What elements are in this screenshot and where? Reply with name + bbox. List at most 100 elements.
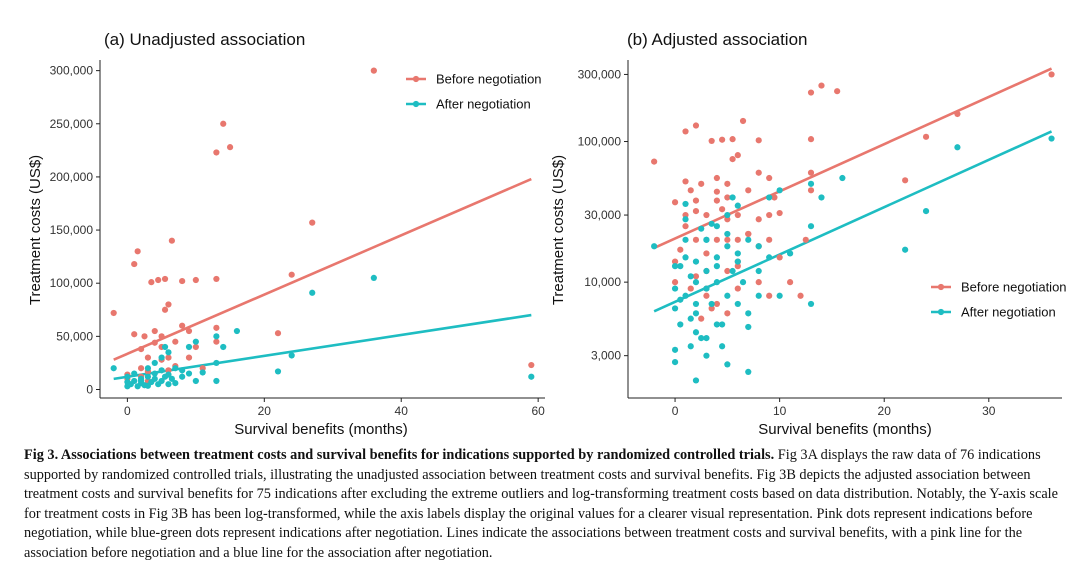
before-negotiation-point: [807, 136, 815, 143]
after-negotiation-point: [179, 367, 186, 374]
panel-b-points: [651, 71, 1055, 384]
after-negotiation-point: [651, 243, 658, 250]
before-negotiation-point: [141, 333, 148, 340]
before-negotiation-point: [724, 236, 731, 243]
after-negotiation-point: [708, 220, 715, 227]
after-negotiation-point: [168, 375, 175, 382]
before-negotiation-point: [161, 275, 169, 283]
before-negotiation-point: [818, 82, 825, 89]
before-negotiation-point: [1048, 71, 1055, 78]
before-negotiation-point: [213, 338, 220, 345]
before-negotiation-point: [137, 365, 145, 372]
after-negotiation-point: [671, 305, 679, 312]
before-negotiation-point: [734, 152, 741, 159]
after-negotiation-point: [172, 380, 179, 387]
before-negotiation-point: [677, 246, 684, 253]
after-legend-label: After negotiation: [436, 97, 531, 112]
before-negotiation-point: [797, 292, 804, 299]
after-negotiation-point: [110, 365, 117, 372]
after-negotiation-point: [703, 352, 710, 359]
after-negotiation-point: [719, 321, 726, 328]
panel-b-y-axis-title: Treatment costs (US$): [550, 155, 567, 305]
before-negotiation-point: [168, 237, 175, 244]
y-tick-label: 50,000: [56, 329, 93, 343]
before-legend-label: Before negotiation: [436, 72, 542, 87]
before-negotiation-point: [682, 223, 689, 230]
after-negotiation-point: [745, 323, 752, 331]
before-negotiation-point: [698, 315, 705, 322]
before-negotiation-point: [713, 300, 720, 308]
after-negotiation-point: [713, 263, 720, 270]
before-negotiation-fit-line: [653, 67, 1053, 250]
before-negotiation-point: [807, 187, 815, 194]
after-negotiation-point: [734, 202, 741, 209]
after-legend-label: After negotiation: [961, 305, 1056, 320]
after-negotiation-point: [158, 377, 165, 385]
after-negotiation-point: [213, 359, 220, 367]
after-negotiation-point: [131, 377, 138, 385]
before-negotiation-point: [158, 333, 165, 340]
before-negotiation-point: [713, 188, 720, 195]
panel-a-title: (a) Unadjusted association: [104, 30, 305, 49]
panel-b-ticks: 0 10 20 30 3,000 10,000 30,000 100,000 300,000: [578, 67, 996, 418]
after-negotiation-point: [713, 223, 720, 230]
before-negotiation-point: [719, 136, 726, 143]
panel-a-legend: Before negotiation After negotiation: [406, 72, 542, 112]
panel-b-fit-lines: [653, 67, 1053, 313]
after-negotiation-point: [158, 367, 165, 374]
before-negotiation-point: [682, 128, 689, 135]
before-negotiation-point: [220, 120, 227, 127]
before-negotiation-point: [766, 211, 773, 219]
before-negotiation-point: [110, 309, 117, 317]
before-negotiation-point: [802, 236, 809, 243]
after-negotiation-point: [703, 285, 710, 292]
after-negotiation-point: [692, 279, 700, 286]
before-negotiation-point: [739, 117, 747, 125]
after-negotiation-point: [124, 373, 131, 380]
after-negotiation-point: [776, 292, 783, 299]
before-negotiation-point: [724, 180, 731, 187]
y-tick-label: 300,000: [50, 64, 94, 78]
before-negotiation-point: [713, 236, 720, 243]
before-negotiation-point: [755, 216, 762, 223]
after-negotiation-point: [131, 370, 138, 377]
after-negotiation-point: [745, 236, 752, 243]
after-negotiation-point: [682, 200, 689, 208]
after-negotiation-point: [682, 236, 689, 243]
after-negotiation-point: [165, 381, 172, 388]
y-tick-label: 250,000: [50, 117, 94, 131]
after-legend-marker: [412, 100, 420, 108]
after-negotiation-point: [902, 246, 909, 253]
panel-a-points: [110, 67, 535, 390]
after-negotiation-point: [677, 263, 684, 270]
panel-b-x-axis-title: Survival benefits (months): [758, 421, 931, 438]
x-tick-label: 0: [672, 404, 679, 418]
after-negotiation-point: [179, 373, 186, 380]
after-negotiation-point: [192, 377, 199, 385]
before-legend-marker: [937, 283, 945, 291]
x-tick-label: 60: [531, 404, 545, 418]
before-negotiation-point: [309, 219, 316, 226]
after-negotiation-point: [786, 250, 794, 257]
caption-title: Fig 3. Associations between treatment co…: [24, 447, 775, 463]
after-negotiation-point: [713, 254, 720, 261]
before-negotiation-point: [713, 174, 720, 182]
after-negotiation-point: [807, 180, 815, 187]
after-negotiation-point: [724, 292, 731, 299]
after-negotiation-point: [692, 329, 700, 336]
after-legend-marker: [937, 308, 945, 316]
before-negotiation-point: [703, 211, 710, 219]
before-legend-marker: [412, 75, 420, 83]
x-tick-label: 20: [258, 404, 272, 418]
after-negotiation-point: [687, 315, 694, 322]
before-negotiation-point: [807, 89, 815, 96]
after-negotiation-point: [692, 258, 700, 265]
y-tick-label: 150,000: [50, 223, 94, 237]
before-negotiation-point: [755, 137, 762, 144]
after-negotiation-point: [922, 208, 930, 215]
before-negotiation-point: [719, 206, 726, 213]
after-negotiation-point: [161, 343, 169, 351]
after-negotiation-point: [370, 274, 377, 281]
before-negotiation-point: [755, 279, 762, 286]
x-tick-label: 10: [773, 404, 787, 418]
